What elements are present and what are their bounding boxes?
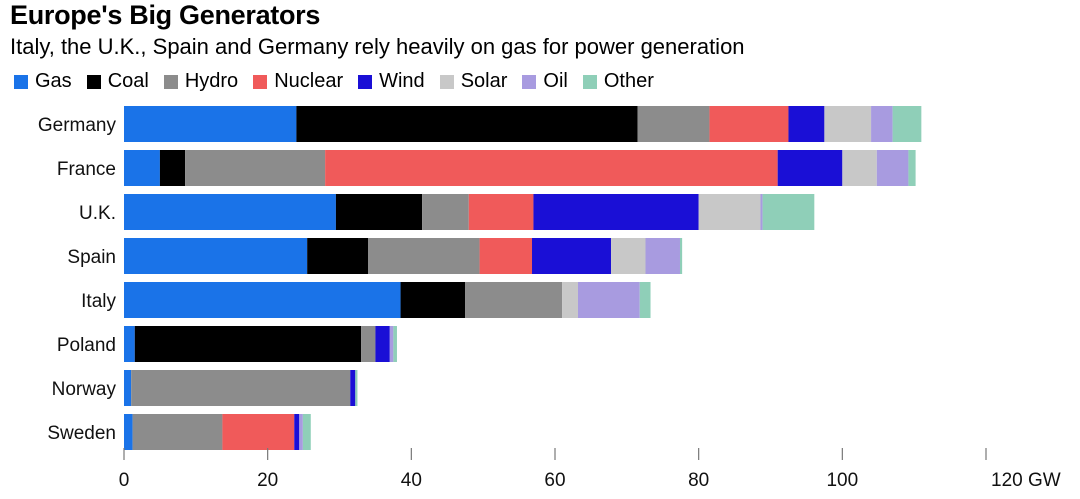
bar-segment-italy-gas [124, 282, 401, 318]
legend-item-oil: Oil [522, 70, 568, 93]
bar-segment-sweden-other [302, 414, 311, 450]
bar-segment-italy-oil [577, 282, 640, 318]
bar-segment-germany-solar [824, 106, 872, 142]
legend-item-other: Other [582, 70, 654, 93]
category-label-norway: Norway [52, 379, 117, 400]
bar-segment-france-coal [159, 150, 186, 186]
chart-legend: Gas Coal Hydro Nuclear Wind Solar Oil Other [14, 70, 669, 93]
bar-segment-germany-coal [296, 106, 638, 142]
bar-segment-u-k-oil [760, 194, 763, 230]
bar-segment-u-k-solar [698, 194, 761, 230]
legend-label-hydro: Hydro [184, 70, 239, 92]
chart-subtitle: Italy, the U.K., Spain and Germany rely … [10, 34, 745, 59]
legend-item-nuclear: Nuclear [253, 70, 343, 93]
category-label-u-k: U.K. [79, 203, 116, 224]
legend-label-solar: Solar [460, 70, 508, 92]
bar-segment-spain-solar [611, 238, 646, 274]
legend-swatch-coal [86, 74, 101, 89]
bar-segment-france-nuclear [325, 150, 778, 186]
category-label-italy: Italy [81, 291, 116, 312]
legend-swatch-solar [439, 74, 454, 89]
legend-swatch-wind [358, 74, 373, 89]
bar-segment-italy-solar [562, 282, 578, 318]
bar-segment-norway-gas [124, 370, 132, 406]
legend-label-oil: Oil [543, 70, 568, 92]
bar-segment-germany-oil [871, 106, 893, 142]
bar-segment-france-gas [124, 150, 160, 186]
bar-segment-norway-other [355, 370, 358, 406]
bar-segment-spain-hydro [368, 238, 480, 274]
x-tick-label: 40 [401, 470, 422, 491]
bar-segment-poland-wind [375, 326, 390, 362]
bar-segment-sweden-nuclear [222, 414, 295, 450]
bar-segment-france-oil [876, 150, 909, 186]
category-label-germany: Germany [38, 115, 117, 136]
bar-segment-germany-nuclear [709, 106, 789, 142]
category-label-poland: Poland [57, 335, 116, 356]
legend-swatch-gas [14, 74, 28, 89]
legend-label-coal: Coal [107, 70, 149, 92]
legend-swatch-oil [522, 74, 537, 89]
bar-segment-germany-wind [788, 106, 825, 142]
chart-title: Europe's Big Generators [10, 0, 321, 30]
bar-segment-italy-hydro [465, 282, 563, 318]
bar-segment-spain-coal [307, 238, 369, 274]
legend-item-solar: Solar [439, 70, 508, 93]
bar-segment-sweden-wind [294, 414, 300, 450]
x-tick-label: 100 [826, 470, 858, 491]
legend-label-other: Other [603, 70, 654, 92]
legend-item-wind: Wind [358, 70, 425, 93]
bar-segment-spain-other [679, 238, 683, 274]
x-tick-label: 80 [688, 470, 709, 491]
bar-segment-france-other [908, 150, 916, 186]
legend-label-gas: Gas [35, 70, 72, 92]
bar-segment-poland-coal [134, 326, 362, 362]
bar-segment-sweden-gas [124, 414, 133, 450]
bar-segment-france-hydro [185, 150, 326, 186]
bar-segment-germany-hydro [637, 106, 710, 142]
bar-segment-u-k-gas [124, 194, 336, 230]
bar-segment-france-wind [777, 150, 843, 186]
legend-item-coal: Coal [86, 70, 149, 93]
bar-segment-poland-oil [389, 326, 394, 362]
category-label-spain: Spain [67, 247, 116, 268]
bar-segment-spain-nuclear [479, 238, 533, 274]
bar-segment-norway-hydro [131, 370, 351, 406]
bar-segment-poland-gas [124, 326, 135, 362]
bar-segment-germany-other [892, 106, 922, 142]
bar-segment-norway-wind [350, 370, 356, 406]
x-tick-label: 120 GW [991, 470, 1061, 491]
legend-swatch-hydro [163, 74, 178, 89]
bar-segment-spain-oil [645, 238, 680, 274]
bar-segment-italy-coal [400, 282, 466, 318]
bar-segment-spain-gas [124, 238, 308, 274]
bar-segment-spain-wind [532, 238, 612, 274]
bar-segment-u-k-coal [335, 194, 423, 230]
bar-segment-france-solar [842, 150, 877, 186]
bar-segment-u-k-hydro [422, 194, 469, 230]
category-label-france: France [57, 159, 116, 180]
bar-segment-u-k-nuclear [468, 194, 534, 230]
bar-segment-poland-hydro [361, 326, 376, 362]
category-label-sweden: Sweden [47, 423, 116, 444]
legend-swatch-nuclear [253, 74, 268, 89]
bar-segment-sweden-oil [299, 414, 303, 450]
bar-segment-u-k-other [762, 194, 815, 230]
legend-label-nuclear: Nuclear [274, 70, 344, 92]
bar-segment-poland-other [393, 326, 397, 362]
x-tick-label: 20 [257, 470, 278, 491]
x-tick-label: 0 [119, 470, 130, 491]
legend-item-hydro: Hydro [163, 70, 239, 93]
bar-segment-italy-other [639, 282, 651, 318]
legend-swatch-other [582, 74, 597, 89]
bar-segment-u-k-wind [533, 194, 699, 230]
x-tick-label: 60 [544, 470, 565, 491]
bar-segment-germany-gas [124, 106, 297, 142]
bar-segment-sweden-hydro [132, 414, 223, 450]
legend-label-wind: Wind [379, 70, 425, 92]
legend-item-gas: Gas [14, 70, 72, 93]
